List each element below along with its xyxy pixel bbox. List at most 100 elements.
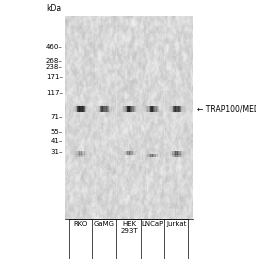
Bar (136, 106, 137, 112)
Bar (120, 150, 121, 155)
Bar (182, 150, 183, 155)
Bar (159, 154, 160, 157)
Bar (85, 154, 86, 157)
Bar (184, 154, 185, 157)
Bar (71, 106, 72, 112)
Bar (169, 154, 170, 157)
Bar (82, 106, 83, 112)
Bar (175, 150, 176, 155)
Bar (182, 154, 183, 157)
Bar (180, 106, 181, 112)
Bar (79, 154, 80, 157)
Bar (121, 106, 122, 112)
Bar (147, 154, 148, 157)
Bar (129, 106, 130, 112)
Bar (72, 154, 73, 157)
Text: kDa: kDa (46, 4, 61, 13)
Bar (174, 106, 175, 112)
Bar (173, 106, 174, 112)
Bar (97, 106, 98, 112)
Bar (121, 150, 122, 155)
Bar (71, 154, 72, 157)
Bar (170, 154, 171, 157)
Bar (170, 154, 171, 157)
Bar (172, 106, 173, 112)
Bar (79, 150, 80, 155)
Bar (143, 154, 144, 157)
Bar (144, 106, 145, 112)
Bar (98, 106, 99, 112)
Bar (179, 106, 180, 112)
Bar (155, 106, 156, 112)
Bar (82, 106, 83, 112)
Bar (128, 150, 129, 155)
Bar (129, 150, 130, 155)
Bar (171, 154, 172, 157)
Bar (177, 106, 178, 112)
Bar (102, 106, 103, 112)
Bar (179, 106, 180, 112)
Bar (169, 106, 170, 112)
Bar (128, 106, 129, 112)
Bar (150, 106, 151, 112)
Bar (172, 150, 173, 155)
Bar (82, 150, 83, 155)
Bar (130, 106, 131, 112)
Bar (132, 106, 133, 112)
Bar (112, 106, 113, 112)
Bar (107, 106, 108, 112)
Bar (185, 154, 186, 157)
Text: ← TRAP100/MED24: ← TRAP100/MED24 (197, 105, 256, 113)
Bar (176, 150, 177, 155)
Bar (124, 150, 125, 155)
Bar (161, 106, 162, 112)
Bar (146, 154, 147, 157)
Bar (172, 154, 173, 157)
Text: 171–: 171– (46, 74, 63, 80)
Bar (168, 106, 169, 112)
Bar (152, 154, 153, 157)
Bar (96, 106, 97, 112)
Bar (176, 154, 177, 157)
Bar (156, 106, 157, 112)
Bar (125, 106, 126, 112)
Bar (106, 106, 107, 112)
Bar (125, 150, 126, 155)
Bar (122, 150, 123, 155)
Text: Jurkat: Jurkat (166, 221, 187, 227)
Bar (78, 106, 79, 112)
Bar (80, 106, 81, 112)
Bar (133, 106, 134, 112)
Bar (74, 154, 75, 157)
Bar (160, 106, 161, 112)
Bar (101, 106, 102, 112)
Bar (86, 150, 87, 155)
Bar (181, 106, 182, 112)
Bar (83, 106, 84, 112)
Bar (78, 154, 79, 157)
Text: 71–: 71– (50, 114, 63, 120)
Bar (84, 154, 85, 157)
Bar (151, 154, 152, 157)
Bar (126, 106, 127, 112)
Bar (77, 106, 78, 112)
Bar (71, 150, 72, 155)
Bar (157, 154, 158, 157)
Bar (178, 150, 179, 155)
Bar (86, 106, 87, 112)
Bar (180, 154, 181, 157)
Bar (183, 150, 184, 155)
Bar (79, 106, 80, 112)
Bar (126, 106, 127, 112)
Bar (135, 150, 136, 155)
Bar (83, 150, 84, 155)
Bar (157, 106, 158, 112)
Bar (77, 106, 78, 112)
Bar (146, 106, 147, 112)
Bar (129, 106, 130, 112)
Bar (178, 154, 179, 157)
Bar (75, 154, 76, 157)
Bar (123, 106, 124, 112)
Bar (100, 106, 101, 112)
Bar (181, 150, 182, 155)
